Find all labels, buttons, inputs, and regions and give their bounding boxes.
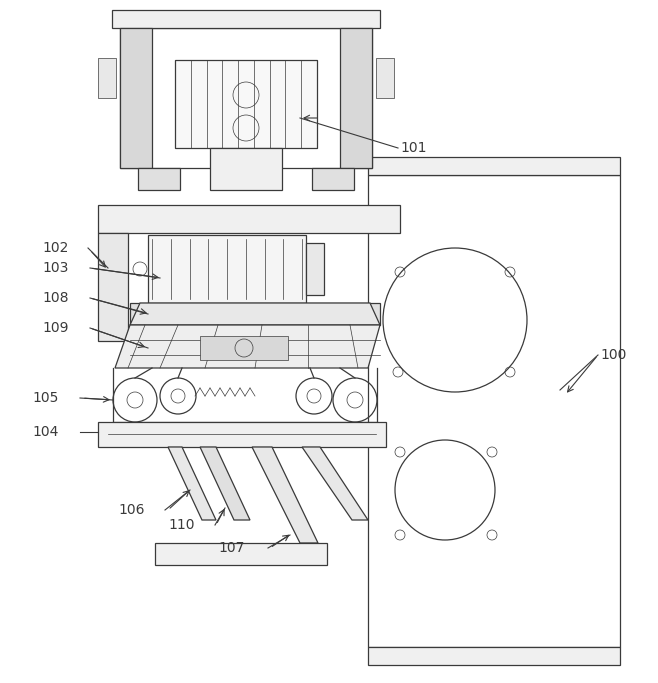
Bar: [98, 205, 400, 233]
Bar: [120, 28, 152, 168]
Bar: [368, 175, 620, 647]
Text: 102: 102: [42, 241, 68, 255]
Bar: [306, 243, 324, 295]
Bar: [368, 157, 620, 175]
Text: 109: 109: [42, 321, 68, 335]
Bar: [98, 422, 386, 447]
Polygon shape: [168, 447, 216, 520]
Bar: [112, 10, 380, 28]
Text: 105: 105: [32, 391, 59, 405]
Bar: [120, 28, 372, 168]
Bar: [98, 58, 116, 98]
Bar: [376, 58, 394, 98]
Bar: [130, 303, 380, 325]
Bar: [148, 235, 306, 303]
Text: 104: 104: [32, 425, 59, 439]
Text: 103: 103: [42, 261, 68, 275]
Polygon shape: [130, 303, 380, 325]
Text: 101: 101: [400, 141, 426, 155]
Bar: [98, 233, 128, 341]
Text: 110: 110: [168, 518, 195, 532]
Bar: [312, 168, 354, 190]
Bar: [368, 647, 620, 665]
Polygon shape: [302, 447, 368, 520]
Polygon shape: [252, 447, 318, 543]
Text: 107: 107: [218, 541, 244, 555]
Polygon shape: [115, 325, 380, 368]
Bar: [210, 148, 282, 190]
Bar: [200, 336, 288, 360]
Bar: [155, 543, 327, 565]
Text: 108: 108: [42, 291, 68, 305]
Text: 100: 100: [600, 348, 626, 362]
Bar: [175, 60, 317, 148]
Polygon shape: [200, 447, 250, 520]
Text: 106: 106: [118, 503, 145, 517]
Bar: [340, 28, 372, 168]
Bar: [138, 168, 180, 190]
